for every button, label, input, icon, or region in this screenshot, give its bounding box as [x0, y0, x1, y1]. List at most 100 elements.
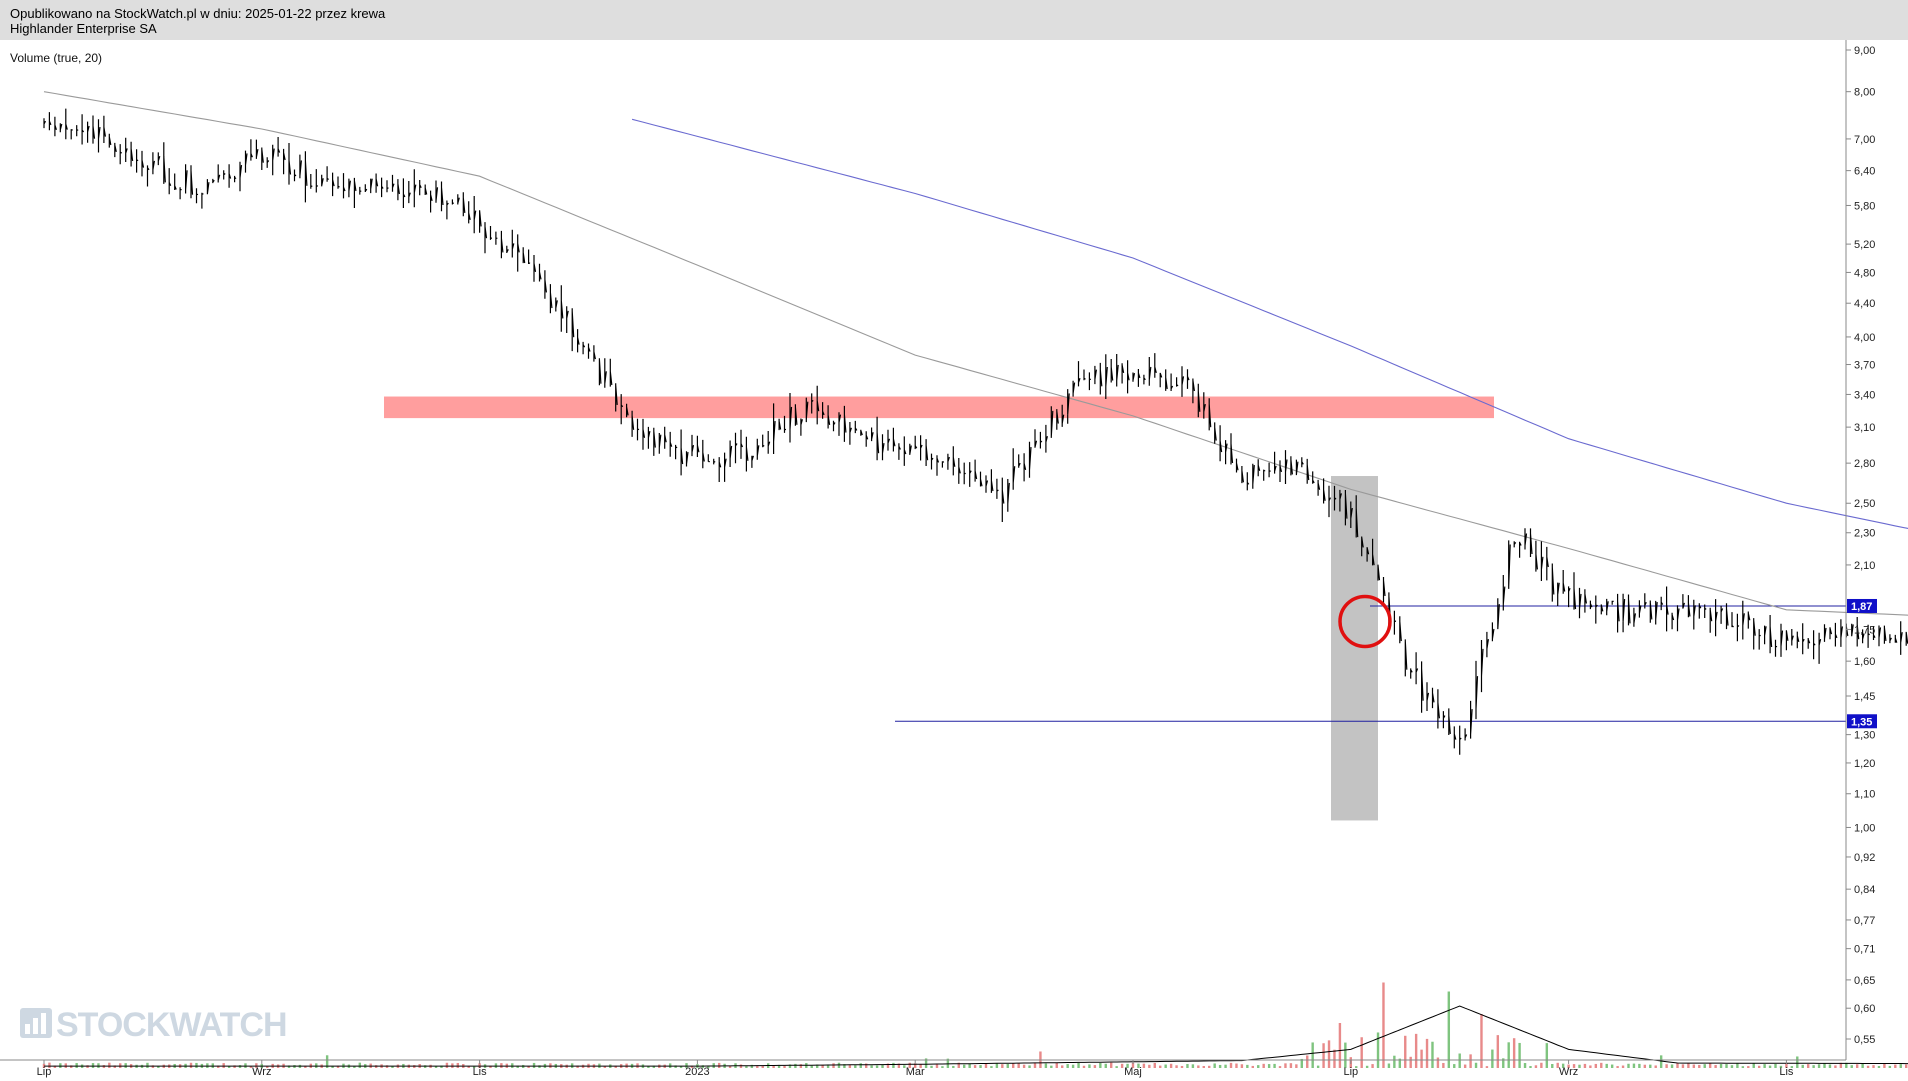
volume-bar	[1382, 982, 1385, 1068]
volume-bar	[1627, 1063, 1630, 1068]
volume-bar	[854, 1065, 857, 1068]
volume-bar	[1741, 1066, 1745, 1068]
volume-bar	[1736, 1062, 1739, 1068]
volume-bar	[1338, 1023, 1342, 1068]
volume-bar	[1061, 1065, 1064, 1068]
volume-bar	[1311, 1042, 1314, 1068]
volume-bar	[249, 1066, 253, 1068]
volume-bar	[690, 1065, 694, 1068]
volume-bar	[1262, 1063, 1265, 1068]
x-tick-label: Wrz	[252, 1066, 271, 1078]
volume-bar	[1779, 1065, 1783, 1068]
volume-bar	[1022, 1064, 1026, 1068]
volume-bar	[1670, 1064, 1674, 1068]
volume-bar	[603, 1066, 607, 1068]
price-tags: 1,87 1,35	[1847, 598, 1877, 729]
volume-bar	[1316, 1065, 1320, 1068]
volume-bar	[1578, 1064, 1581, 1068]
volume-bar	[1175, 1065, 1178, 1068]
y-tick-label: 9,00	[1854, 45, 1875, 57]
volume-bar	[1404, 1035, 1407, 1068]
y-tick-label: 2,80	[1854, 458, 1875, 470]
volume-bar	[777, 1064, 781, 1068]
volume-bar	[538, 1065, 541, 1068]
volume-bar	[423, 1065, 427, 1068]
volume-bar	[53, 1065, 57, 1068]
volume-bar	[919, 1064, 922, 1068]
volume-bar	[995, 1063, 999, 1068]
volume-bar	[957, 1062, 960, 1068]
volume-bar	[1033, 1062, 1037, 1068]
volume-bar	[217, 1065, 220, 1068]
volume-bar	[48, 1062, 51, 1068]
volume-bar	[685, 1063, 688, 1068]
volume-bar	[875, 1065, 879, 1068]
volume-bar	[1251, 1065, 1254, 1068]
highlight-box-layer	[1331, 476, 1378, 821]
volume-bar	[794, 1063, 797, 1068]
volume-bar	[1496, 1035, 1500, 1068]
volume-bar	[1120, 1063, 1124, 1068]
volume-bar	[1137, 1063, 1140, 1068]
y-tick-label: 8,00	[1854, 87, 1875, 99]
watermark-text: STOCKWATCH	[56, 1006, 287, 1044]
volume-bar	[1273, 1063, 1276, 1068]
volume-bar	[195, 1062, 198, 1068]
volume-bar	[1202, 1066, 1205, 1068]
volume-bar	[1512, 1038, 1516, 1068]
volume-bar	[897, 1063, 901, 1068]
x-tick-label: Lis	[1779, 1066, 1794, 1078]
annotation-circle	[1338, 594, 1392, 649]
volume-bar	[1839, 1062, 1843, 1068]
volume-bar	[1327, 1040, 1331, 1068]
x-tick-label: 2023	[685, 1066, 709, 1078]
y-tick-label: 1,20	[1854, 758, 1875, 770]
volume-bar	[1218, 1064, 1222, 1068]
volume-bar	[1235, 1063, 1238, 1068]
volume-bar	[467, 1065, 470, 1068]
y-tick-label: 4,40	[1854, 298, 1875, 310]
price-series	[43, 108, 1908, 755]
volume-bar	[914, 1063, 917, 1068]
price-line	[43, 108, 1908, 755]
volume-bar	[1044, 1063, 1048, 1068]
volume-bar	[859, 1063, 862, 1068]
volume-bar	[1567, 1064, 1570, 1068]
volume-bar	[1796, 1056, 1799, 1068]
volume-bar	[1180, 1065, 1184, 1068]
volume-bar	[832, 1063, 835, 1068]
instrument-name: Highlander Enterprise SA	[10, 21, 157, 36]
volume-bar	[1583, 1063, 1587, 1068]
volume-bar	[815, 1064, 819, 1068]
volume-bar	[1131, 1062, 1135, 1068]
volume-bar	[1801, 1064, 1804, 1068]
volume-bar	[1115, 1066, 1118, 1068]
y-tick-label: 1,45	[1854, 691, 1875, 703]
volume-bar	[325, 1055, 329, 1068]
moving-average-long-line	[631, 118, 1908, 530]
volume-bar	[1502, 1058, 1505, 1068]
volume-bar	[1414, 1033, 1418, 1068]
volume-bar	[1698, 1064, 1701, 1068]
volume-bar	[1099, 1062, 1102, 1068]
volume-bar	[810, 1065, 813, 1068]
volume-bar	[1692, 1064, 1696, 1068]
volume-bar	[1643, 1064, 1647, 1068]
volume-bar	[1186, 1064, 1189, 1068]
volume-bar	[1398, 1058, 1402, 1068]
volume-bar	[1191, 1064, 1195, 1068]
volume-bar	[1785, 1063, 1788, 1068]
y-tick-label: 1,10	[1854, 789, 1875, 801]
volume-bar	[728, 1065, 732, 1068]
volume-bar	[952, 1065, 955, 1068]
y-tick-label: 5,80	[1854, 200, 1875, 212]
volume-bar	[440, 1065, 443, 1068]
volume-bar	[1834, 1065, 1837, 1068]
volume-bar	[456, 1062, 460, 1068]
moving-average-short-line	[43, 91, 1908, 616]
volume-bar	[1431, 1041, 1434, 1068]
volume-bar	[233, 1065, 236, 1068]
volume-bar	[1333, 1049, 1336, 1068]
volume-bar	[1828, 1064, 1832, 1068]
